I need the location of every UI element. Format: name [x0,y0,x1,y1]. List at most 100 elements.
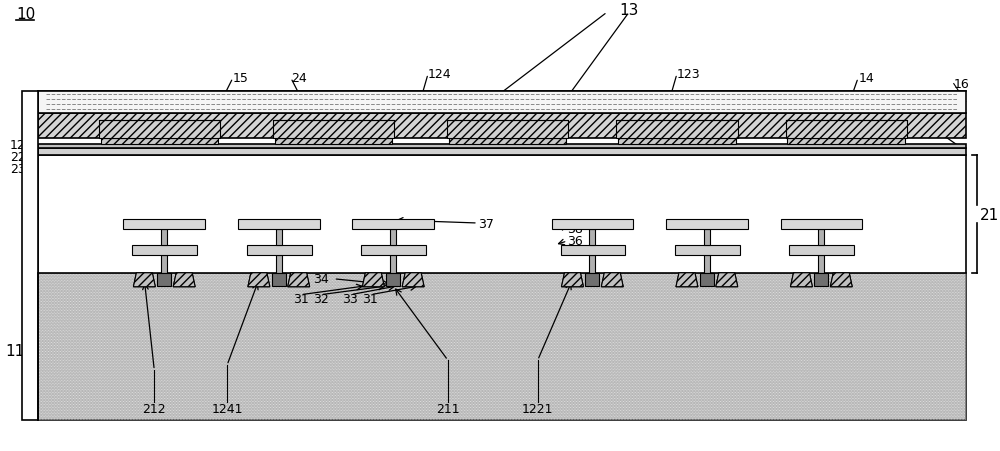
Bar [275,139,392,145]
Bar [786,121,907,139]
Bar [818,230,824,245]
Polygon shape [716,273,738,287]
Bar [101,139,218,145]
Bar [361,245,426,255]
Bar [447,121,568,139]
Polygon shape [362,273,384,287]
Polygon shape [562,273,583,287]
Text: 121: 121 [10,138,34,152]
Polygon shape [676,273,698,287]
Bar [589,230,595,245]
Polygon shape [790,273,812,287]
Polygon shape [716,273,738,287]
Bar [157,273,171,286]
Polygon shape [133,273,155,287]
Polygon shape [562,273,583,287]
Text: 1241: 1241 [211,402,243,415]
Text: 122: 122 [938,126,961,138]
Text: 211: 211 [436,402,460,415]
Bar [38,273,966,420]
Bar [238,220,320,230]
Polygon shape [362,273,384,287]
Bar [161,230,167,245]
Text: 23: 23 [10,162,26,175]
Text: 14: 14 [858,72,874,85]
Bar [589,255,595,273]
Polygon shape [830,273,852,287]
Bar [616,121,738,139]
Bar [38,273,966,420]
Text: 1221: 1221 [522,402,553,415]
Bar [552,220,633,230]
Bar [675,245,740,255]
Bar [616,121,738,139]
Bar [704,255,710,273]
Text: 16: 16 [954,78,970,91]
Bar [787,139,905,145]
Bar [132,245,197,255]
Bar [123,220,205,230]
Text: 33: 33 [343,293,358,305]
Polygon shape [288,273,310,287]
Text: 36: 36 [567,235,583,248]
Bar [99,121,220,139]
Text: 24: 24 [291,72,306,85]
Bar [273,121,394,139]
Text: 32: 32 [313,293,328,305]
Bar [38,156,966,273]
Bar [585,273,599,286]
Polygon shape [288,273,310,287]
Bar [247,245,312,255]
Bar [99,121,220,139]
Bar [276,255,282,273]
Bar [447,121,568,139]
Text: 34: 34 [313,273,328,285]
Bar [38,113,966,139]
Bar [449,139,566,145]
Text: 13: 13 [620,4,639,18]
Bar [789,245,854,255]
Polygon shape [248,273,270,287]
Bar [352,220,434,230]
Text: 31: 31 [293,293,309,305]
Polygon shape [173,273,195,287]
Polygon shape [402,273,424,287]
Text: 37: 37 [478,217,494,230]
Polygon shape [790,273,812,287]
Bar [700,273,714,286]
Text: 38: 38 [567,223,583,236]
Bar [386,273,400,286]
Text: 31: 31 [362,293,378,305]
Text: 22: 22 [10,151,26,163]
Text: 212: 212 [143,402,166,415]
Polygon shape [830,273,852,287]
Text: 10: 10 [16,7,35,23]
Bar [272,273,286,286]
Bar [38,92,966,113]
Bar [390,255,396,273]
Bar [818,255,824,273]
Text: 15: 15 [233,72,249,85]
Bar [666,220,748,230]
Polygon shape [248,273,270,287]
Bar [22,92,38,420]
Polygon shape [173,273,195,287]
Bar [814,273,828,286]
Text: 21: 21 [980,207,999,222]
Polygon shape [402,273,424,287]
Text: 123: 123 [677,68,701,81]
Bar [390,230,396,245]
Bar [273,121,394,139]
Polygon shape [676,273,698,287]
Bar [786,121,907,139]
Bar [38,145,966,149]
Polygon shape [133,273,155,287]
Polygon shape [601,273,623,287]
Bar [561,245,625,255]
Bar [781,220,862,230]
Bar [38,149,966,156]
Text: 124: 124 [428,68,452,81]
Text: 11: 11 [5,343,24,358]
Polygon shape [601,273,623,287]
Bar [618,139,736,145]
